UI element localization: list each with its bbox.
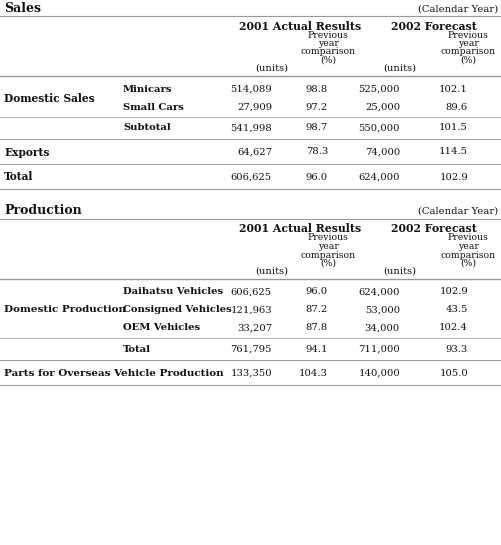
Text: 94.1: 94.1 [306,344,328,354]
Text: 121,963: 121,963 [230,306,272,314]
Text: 606,625: 606,625 [231,173,272,181]
Text: 102.9: 102.9 [439,173,468,181]
Text: 105.0: 105.0 [439,368,468,378]
Text: 550,000: 550,000 [359,124,400,132]
Text: (units): (units) [256,64,289,72]
Text: (Calendar Year): (Calendar Year) [418,4,498,14]
Text: 102.4: 102.4 [439,324,468,332]
Text: 98.8: 98.8 [306,84,328,94]
Text: Total: Total [123,344,151,354]
Text: 514,089: 514,089 [230,84,272,94]
Text: 2002 Forecast: 2002 Forecast [391,223,477,234]
Text: 93.3: 93.3 [446,344,468,354]
Text: comparison: comparison [440,47,495,57]
Text: 2001 Actual Results: 2001 Actual Results [239,223,361,234]
Text: 89.6: 89.6 [446,102,468,112]
Text: Previous: Previous [308,233,348,243]
Text: year: year [457,39,478,48]
Text: (%): (%) [460,56,476,65]
Text: 96.0: 96.0 [306,173,328,181]
Text: 25,000: 25,000 [365,102,400,112]
Text: (%): (%) [320,259,336,268]
Text: (units): (units) [256,267,289,276]
Text: 624,000: 624,000 [359,288,400,296]
Text: Domestic Sales: Domestic Sales [4,93,95,104]
Text: Sales: Sales [4,3,41,15]
Text: 53,000: 53,000 [365,306,400,314]
Text: 102.9: 102.9 [439,288,468,296]
Text: Minicars: Minicars [123,84,172,94]
Text: 87.2: 87.2 [306,306,328,314]
Text: 2001 Actual Results: 2001 Actual Results [239,21,361,32]
Text: 140,000: 140,000 [358,368,400,378]
Text: OEM Vehicles: OEM Vehicles [123,324,200,332]
Text: 43.5: 43.5 [445,306,468,314]
Text: 96.0: 96.0 [306,288,328,296]
Text: year: year [318,39,339,48]
Text: (%): (%) [460,259,476,268]
Text: 761,795: 761,795 [230,344,272,354]
Text: 101.5: 101.5 [439,124,468,132]
Text: 525,000: 525,000 [359,84,400,94]
Text: 78.3: 78.3 [306,148,328,156]
Text: year: year [457,242,478,251]
Text: Consigned Vehicles: Consigned Vehicles [123,306,232,314]
Text: Exports: Exports [4,147,50,158]
Text: Total: Total [4,172,34,183]
Text: Previous: Previous [308,31,348,39]
Text: Production: Production [4,204,82,217]
Text: 606,625: 606,625 [231,288,272,296]
Text: comparison: comparison [301,47,356,57]
Text: 104.3: 104.3 [299,368,328,378]
Text: Daihatsu Vehicles: Daihatsu Vehicles [123,288,223,296]
Text: Domestic Production: Domestic Production [4,306,126,314]
Text: 27,909: 27,909 [237,102,272,112]
Text: year: year [318,242,339,251]
Text: 711,000: 711,000 [358,344,400,354]
Text: 114.5: 114.5 [439,148,468,156]
Text: (%): (%) [320,56,336,65]
Text: 97.2: 97.2 [306,102,328,112]
Text: 87.8: 87.8 [306,324,328,332]
Text: (units): (units) [383,267,416,276]
Text: Previous: Previous [447,31,488,39]
Text: 541,998: 541,998 [230,124,272,132]
Text: Small Cars: Small Cars [123,102,184,112]
Text: comparison: comparison [301,251,356,259]
Text: (Calendar Year): (Calendar Year) [418,207,498,215]
Text: Subtotal: Subtotal [123,124,171,132]
Text: 2002 Forecast: 2002 Forecast [391,21,477,32]
Text: 133,350: 133,350 [230,368,272,378]
Text: 34,000: 34,000 [365,324,400,332]
Text: (units): (units) [383,64,416,72]
Text: 624,000: 624,000 [359,173,400,181]
Text: Parts for Overseas Vehicle Production: Parts for Overseas Vehicle Production [4,368,223,378]
Text: 102.1: 102.1 [439,84,468,94]
Text: Previous: Previous [447,233,488,243]
Text: 98.7: 98.7 [306,124,328,132]
Text: 33,207: 33,207 [237,324,272,332]
Text: 74,000: 74,000 [365,148,400,156]
Text: comparison: comparison [440,251,495,259]
Text: 64,627: 64,627 [237,148,272,156]
